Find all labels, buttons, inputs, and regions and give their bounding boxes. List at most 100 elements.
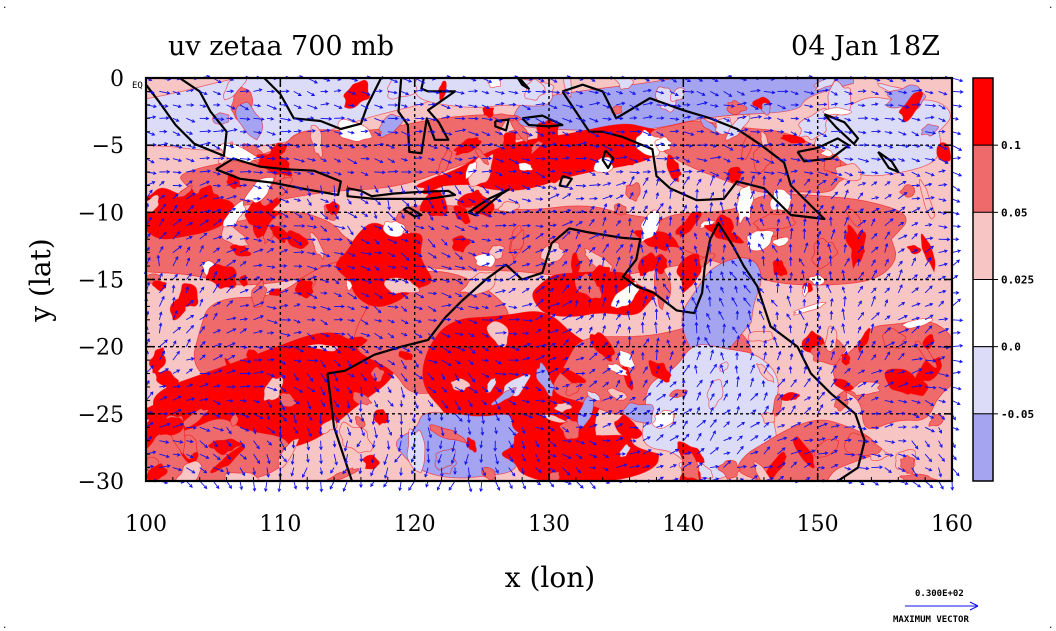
wind-vector: [320, 171, 331, 175]
wind-vector-shaft: [199, 299, 203, 307]
wind-vector-head: [364, 360, 369, 365]
wind-vector: [347, 359, 352, 368]
wind-vector-shaft: [293, 427, 298, 434]
wind-vector-head: [327, 237, 331, 242]
field-patch: [590, 264, 611, 288]
wind-vector-head: [374, 403, 379, 408]
wind-vector: [371, 440, 376, 449]
wind-vector: [159, 90, 171, 95]
wind-vector: [320, 211, 329, 220]
wind-vector-shaft: [374, 252, 382, 254]
wind-vector-head: [147, 232, 151, 237]
wind-vector-shaft: [360, 90, 371, 96]
wind-vector-head: [337, 159, 342, 163]
wind-vector: [226, 144, 235, 149]
wind-vector-shaft: [401, 131, 410, 137]
wind-vector: [172, 384, 181, 389]
wind-vector-head: [257, 225, 262, 229]
wind-vector-head: [217, 401, 221, 405]
wind-vector-shaft: [213, 343, 222, 348]
wind-vector-head: [314, 358, 319, 363]
wind-vector-head: [293, 420, 298, 425]
wind-vector: [400, 386, 406, 399]
wind-vector: [333, 131, 344, 135]
wind-vector: [333, 292, 343, 297]
wind-vector-shaft: [320, 117, 332, 120]
wind-vector: [158, 311, 163, 320]
wind-vector-head: [337, 363, 341, 367]
wind-vector-head: [245, 414, 250, 418]
wind-vector: [400, 225, 409, 234]
wind-vector-shaft: [333, 453, 338, 465]
wind-vector-shaft: [159, 385, 166, 388]
wind-vector: [360, 305, 370, 310]
wind-vector-shaft: [185, 205, 194, 213]
wind-vector: [239, 157, 251, 162]
wind-vector-head: [383, 461, 387, 466]
wind-vector: [199, 440, 209, 449]
wind-vector-shaft: [172, 467, 182, 471]
wind-vector-head: [352, 91, 357, 95]
wind-vector-shaft: [159, 396, 167, 401]
wind-vector-head: [298, 264, 303, 269]
wind-vector-shaft: [213, 130, 224, 133]
wind-vector: [334, 304, 345, 309]
wind-vector-shaft: [172, 351, 180, 361]
wind-vector-shaft: [307, 171, 314, 175]
wind-vector-shaft: [199, 287, 205, 294]
wind-vector-head: [178, 245, 183, 249]
wind-vector-head: [260, 315, 264, 319]
wind-vector-head: [162, 203, 167, 208]
wind-vector: [252, 467, 257, 476]
wind-vector-shaft: [347, 427, 351, 436]
wind-vector: [306, 332, 315, 340]
coastline-5: [215, 157, 342, 196]
field-patch: [175, 184, 193, 198]
wind-vector-shaft: [266, 288, 275, 294]
wind-vector: [199, 104, 207, 108]
wind-vector-shaft: [159, 181, 165, 186]
wind-vector-shaft: [360, 265, 371, 271]
wind-vector-shaft: [186, 144, 196, 149]
wind-vector: [226, 285, 234, 294]
wind-vector: [253, 263, 263, 268]
field-patch: [570, 252, 581, 280]
wind-vector-shaft: [360, 292, 369, 297]
wind-vector-head: [147, 256, 151, 261]
wind-vector-shaft: [360, 171, 368, 176]
wind-vector: [213, 467, 225, 473]
wind-vector: [253, 301, 265, 307]
wind-vector-shaft: [172, 274, 178, 280]
wind-vector: [358, 467, 363, 475]
wind-vector-shaft: [374, 359, 383, 368]
wind-vector-head: [394, 130, 399, 135]
wind-vector-head: [190, 324, 195, 329]
field-patch: [482, 106, 495, 118]
wind-vector: [293, 238, 303, 246]
wind-vector: [280, 157, 290, 161]
wind-vector-shaft: [360, 117, 367, 121]
wind-vector-shaft: [186, 180, 193, 186]
wind-vector-head: [379, 335, 383, 340]
wind-vector-shaft: [293, 171, 301, 175]
wind-vector: [159, 245, 164, 253]
wind-vector-head: [312, 251, 317, 256]
wind-vector-head: [404, 295, 409, 300]
wind-vector: [293, 264, 303, 269]
wind-vector: [387, 292, 397, 296]
wind-vector: [213, 103, 221, 107]
wind-vector-head: [351, 145, 356, 149]
wind-vector: [239, 236, 250, 241]
wind-vector-head: [246, 384, 251, 389]
wind-vector-head: [378, 226, 383, 230]
wind-vector-head: [394, 169, 399, 174]
wind-vector-shaft: [387, 170, 398, 173]
wind-vector-shaft: [226, 259, 236, 267]
wind-vector-head: [394, 346, 398, 351]
wind-vector: [159, 350, 165, 361]
wind-vector-shaft: [401, 158, 408, 162]
field-patch: [527, 434, 546, 454]
wind-vector-head: [335, 388, 340, 392]
wind-vector: [360, 129, 369, 134]
wind-vector-shaft: [306, 386, 315, 392]
